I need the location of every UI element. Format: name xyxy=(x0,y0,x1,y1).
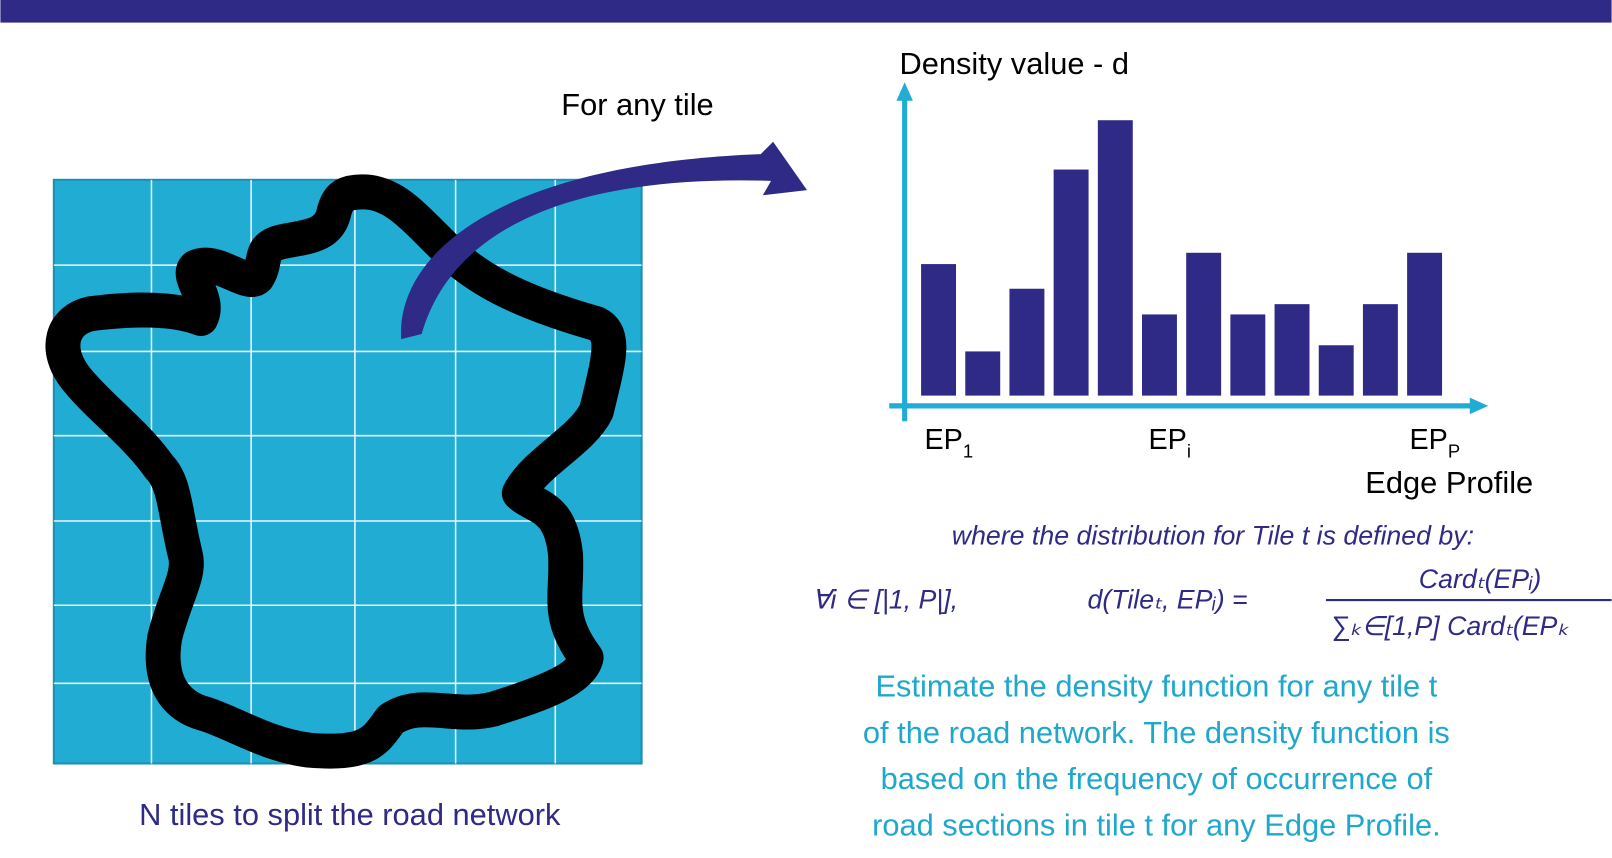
tick-base: EP xyxy=(1149,424,1187,456)
description: Estimate the density function for any ti… xyxy=(863,669,1450,843)
formula-quantifier: ∀i ∈ [|1, P|], xyxy=(812,584,958,614)
bar xyxy=(1230,314,1266,396)
tick-sub: i xyxy=(1187,440,1191,461)
tick-sub: P xyxy=(1448,440,1460,461)
bar xyxy=(965,351,1001,396)
france-outline xyxy=(45,174,627,769)
description-line: road sections in tile t for any Edge Pro… xyxy=(872,807,1441,842)
grid-caption: N tiles to split the road network xyxy=(139,797,561,832)
tick-base: EP xyxy=(1409,424,1447,456)
formula-lhs: d(Tileₜ, EPᵢ) = xyxy=(1088,584,1248,614)
formula: where the distribution for Tile t is def… xyxy=(812,521,1612,641)
x-tick-label: EP1 xyxy=(925,424,974,461)
description-line: based on the frequency of occurrence of xyxy=(881,761,1433,796)
arrow-label: For any tile xyxy=(561,87,713,122)
bar xyxy=(1362,304,1398,396)
x-axis-label: Edge Profile xyxy=(1365,465,1533,500)
description-line: Estimate the density function for any ti… xyxy=(876,669,1438,704)
formula-numerator: Cardₜ(EPᵢ) xyxy=(1419,564,1541,594)
bar xyxy=(1274,304,1310,396)
bar xyxy=(1009,288,1045,396)
y-axis-label: Density value - d xyxy=(900,46,1129,81)
tick-sub: 1 xyxy=(963,440,973,461)
bar xyxy=(1142,314,1177,396)
bars xyxy=(921,120,1443,396)
x-tick-label: EPi xyxy=(1149,424,1191,461)
tick-base: EP xyxy=(925,424,963,456)
pointer-arrow xyxy=(400,141,808,340)
bar xyxy=(1053,169,1089,396)
bar xyxy=(1407,252,1443,396)
bar xyxy=(1186,252,1222,396)
x-tick-label: EPP xyxy=(1409,424,1460,461)
description-line: of the road network. The density functio… xyxy=(863,715,1450,750)
axes xyxy=(889,82,1489,422)
top-bar xyxy=(0,0,1612,23)
bar xyxy=(1097,120,1133,396)
bar xyxy=(921,264,957,396)
formula-denominator: ∑ₖ∈[1,P] Cardₜ(EPₖ xyxy=(1331,611,1569,641)
bar xyxy=(1318,345,1354,396)
formula-intro: where the distribution for Tile t is def… xyxy=(952,521,1474,551)
